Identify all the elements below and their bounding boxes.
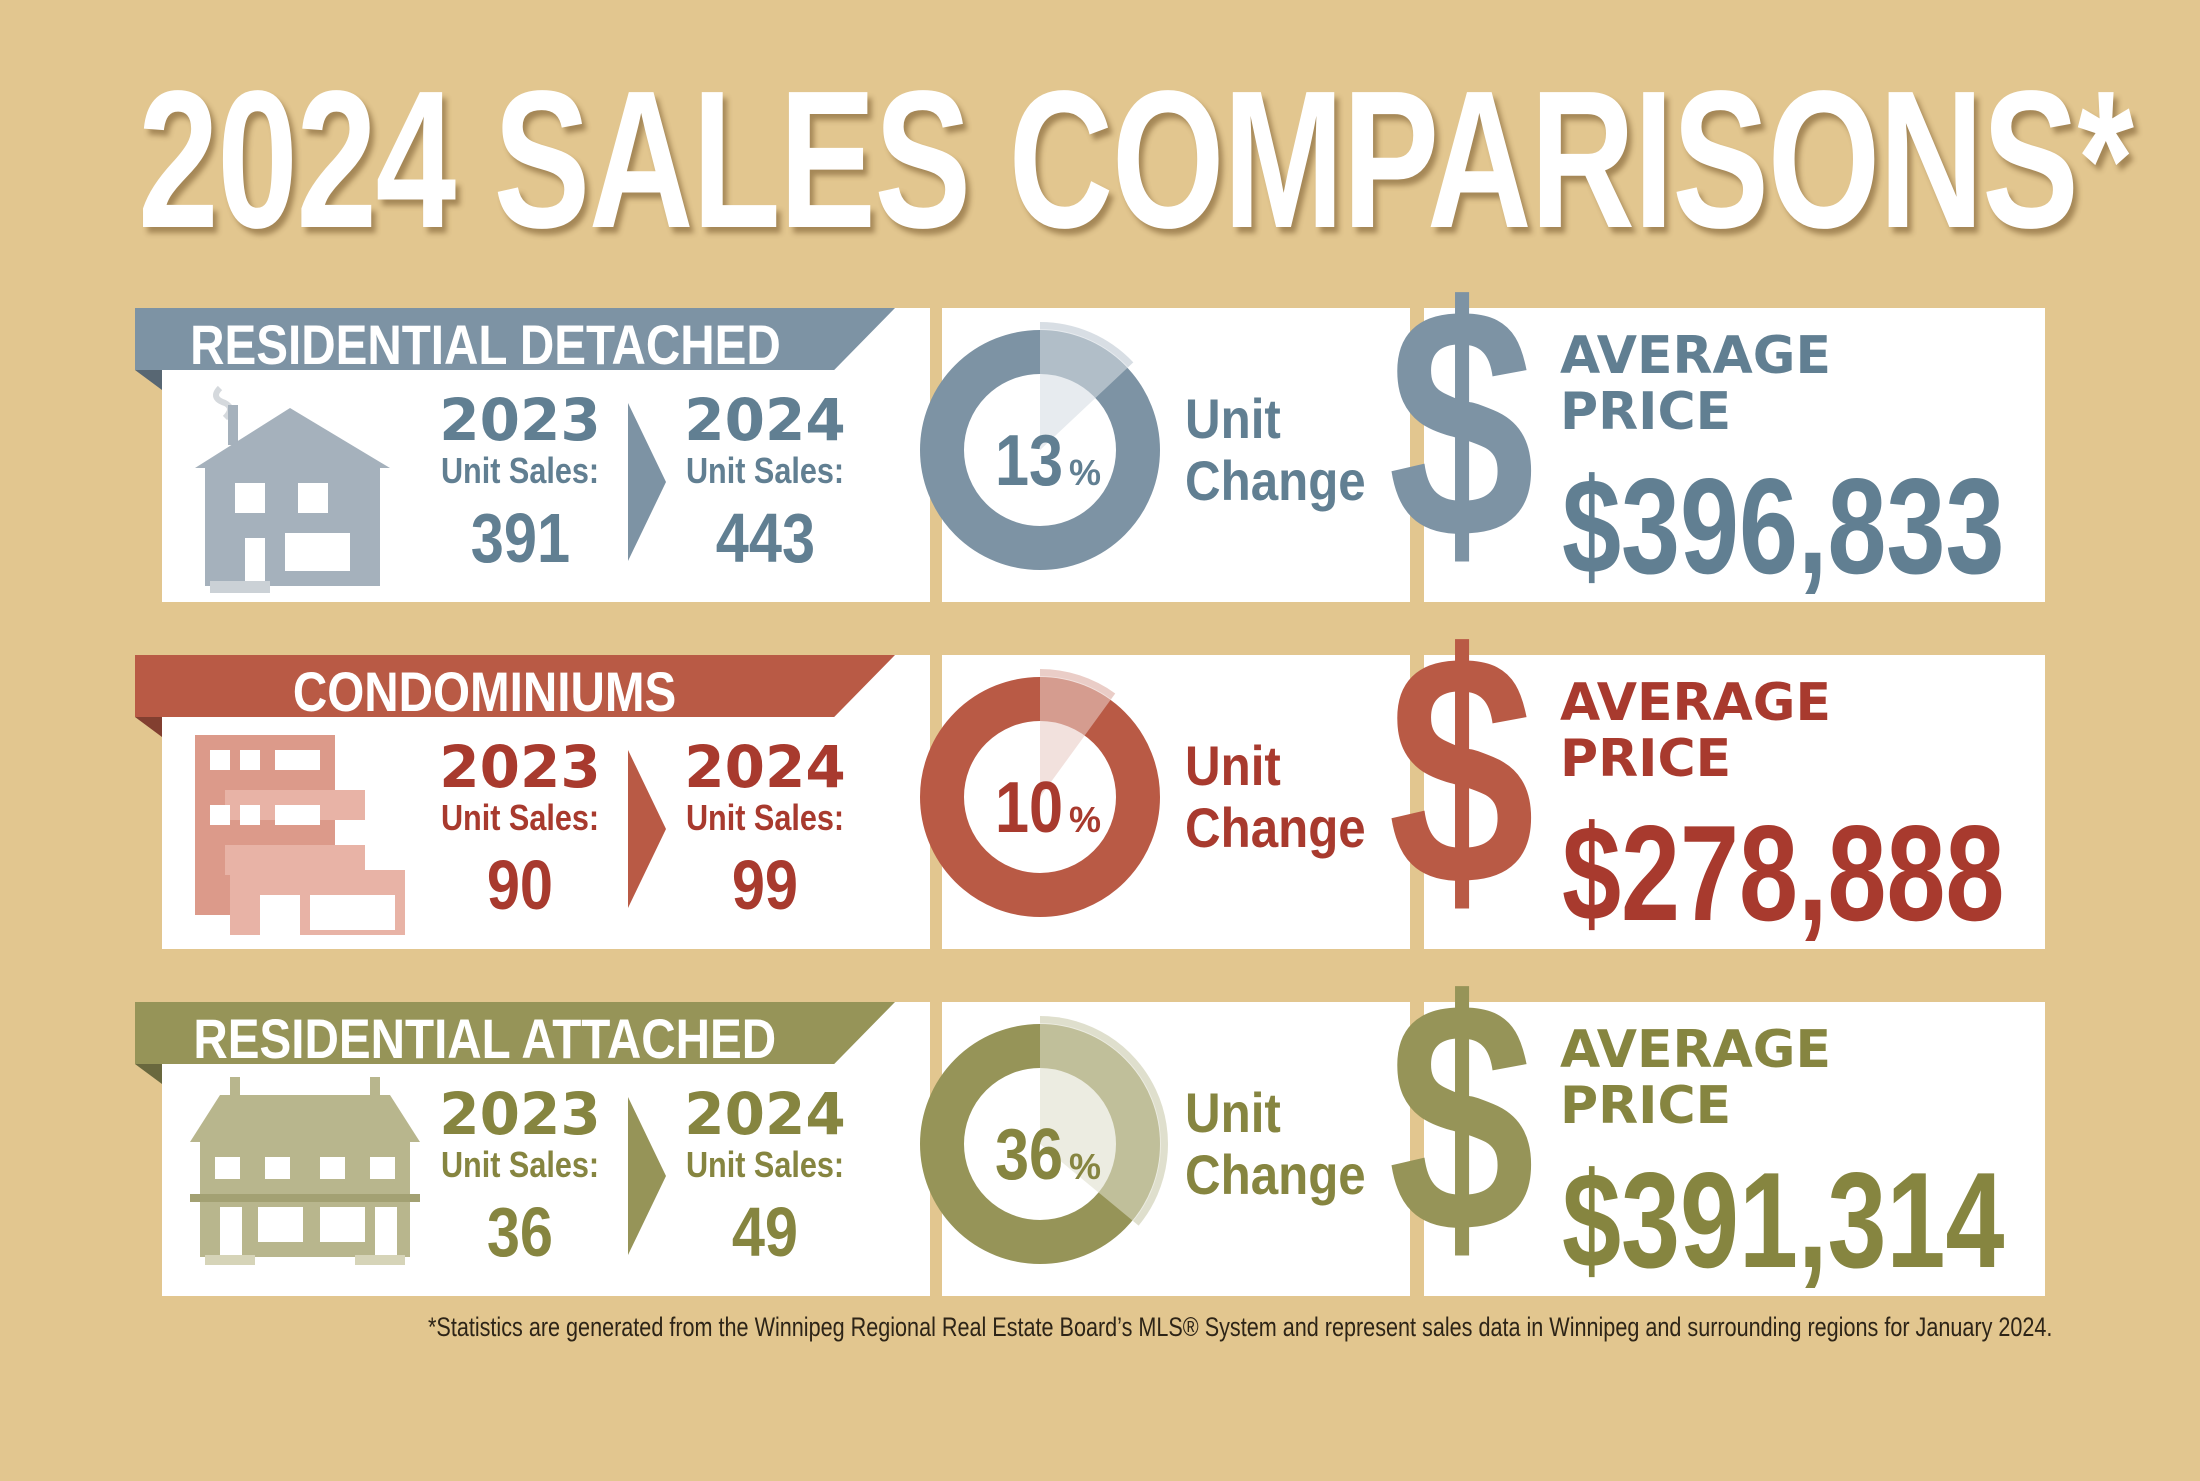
sales-2023-value: 90	[486, 846, 554, 924]
donut-ring	[920, 677, 1160, 917]
unit-sales-label: Unit Sales:	[685, 1144, 845, 1185]
category-row: RESIDENTIAL DETACHED 2023 Unit Sales: 39…	[0, 258, 2200, 608]
average-price-panel	[1424, 655, 2045, 949]
unit-label: Unit	[1185, 734, 1281, 797]
banner-fold	[135, 717, 162, 737]
average-price-panel	[1424, 1002, 2045, 1296]
percent-sign: %	[1069, 1146, 1102, 1187]
unit-change-percent: 10%	[985, 767, 1105, 849]
dollar-glyph: $	[1388, 238, 1535, 607]
year-label: 2023	[439, 1080, 601, 1148]
unit-sales-label: Unit Sales:	[440, 450, 600, 491]
change-label: Change	[1185, 449, 1366, 512]
change-wedge-highlight	[1040, 1023, 1161, 1222]
average-label: AVERAGE	[1560, 1020, 1831, 1080]
average-price-panel	[1424, 308, 2045, 602]
sales-2024-value: 49	[731, 1193, 799, 1271]
price-label: PRICE	[1560, 382, 1732, 442]
average-price-value: $396,833	[1562, 450, 2005, 602]
sales-2023-value: 391	[470, 499, 570, 577]
average-label: AVERAGE	[1560, 326, 1831, 386]
percent-value: 10	[994, 768, 1064, 848]
average-price-value: $278,888	[1562, 797, 2005, 949]
sales-2024-value: 99	[731, 846, 799, 924]
category-name: RESIDENTIAL ATTACHED	[193, 1007, 777, 1070]
year-label: 2024	[684, 733, 846, 801]
change-label: Change	[1185, 796, 1366, 859]
unit-change-percent: 13%	[985, 420, 1105, 502]
sales-2024-value: 443	[715, 499, 815, 577]
unit-change-percent: 36%	[985, 1114, 1105, 1196]
percent-sign: %	[1069, 799, 1102, 840]
unit-label: Unit	[1185, 387, 1281, 450]
category-row: CONDOMINIUMS 2023 Unit Sales: 90 2024 Un…	[0, 605, 2200, 955]
price-label: PRICE	[1560, 1076, 1732, 1136]
average-price-value: $391,314	[1562, 1144, 2005, 1296]
dollar-sign-icon: $	[1388, 605, 1572, 935]
year-label: 2024	[684, 1080, 846, 1148]
category-name: CONDOMINIUMS	[293, 660, 677, 723]
unit-sales-label: Unit Sales:	[685, 797, 845, 838]
year-label: 2024	[684, 386, 846, 454]
average-label: AVERAGE	[1560, 673, 1831, 733]
category-banner: RESIDENTIAL ATTACHED	[135, 1002, 895, 1064]
footnote: *Statistics are generated from the Winni…	[428, 1312, 2053, 1342]
banner-fold	[135, 370, 162, 390]
category-banner: CONDOMINIUMS	[135, 655, 895, 717]
percent-value: 36	[994, 1115, 1064, 1195]
change-wedge-highlight	[1040, 676, 1112, 797]
detached-house-icon	[190, 383, 400, 603]
donut-ring	[920, 1024, 1160, 1264]
category-name: RESIDENTIAL DETACHED	[189, 313, 781, 376]
unit-change-donut	[920, 669, 1160, 917]
change-wedge-highlight	[1040, 329, 1129, 450]
dollar-glyph: $	[1388, 932, 1535, 1301]
sales-2023-value: 36	[486, 1193, 554, 1271]
unit-sales-label: Unit Sales:	[685, 450, 845, 491]
unit-sales-label: Unit Sales:	[440, 1144, 600, 1185]
dollar-sign-icon: $	[1388, 952, 1572, 1282]
dollar-glyph: $	[1388, 585, 1535, 954]
donut-ring	[920, 330, 1160, 570]
unit-label: Unit	[1185, 1081, 1281, 1144]
dollar-sign-icon: $	[1388, 258, 1572, 588]
percent-sign: %	[1069, 452, 1102, 493]
condo-building-icon	[190, 730, 410, 945]
category-banner: RESIDENTIAL DETACHED	[135, 308, 895, 370]
category-row: RESIDENTIAL ATTACHED 2023 Unit Sales: 36…	[0, 952, 2200, 1302]
percent-value: 13	[994, 421, 1064, 501]
unit-sales-label: Unit Sales:	[440, 797, 600, 838]
attached-house-icon	[190, 1077, 420, 1272]
unit-change-donut	[920, 1016, 1168, 1264]
banner-fold	[135, 1064, 162, 1084]
price-label: PRICE	[1560, 729, 1732, 789]
year-label: 2023	[439, 733, 601, 801]
unit-change-donut	[920, 322, 1160, 570]
year-label: 2023	[439, 386, 601, 454]
page-title: 2024 SALES COMPARISONS*	[138, 50, 2134, 269]
change-label: Change	[1185, 1143, 1366, 1206]
